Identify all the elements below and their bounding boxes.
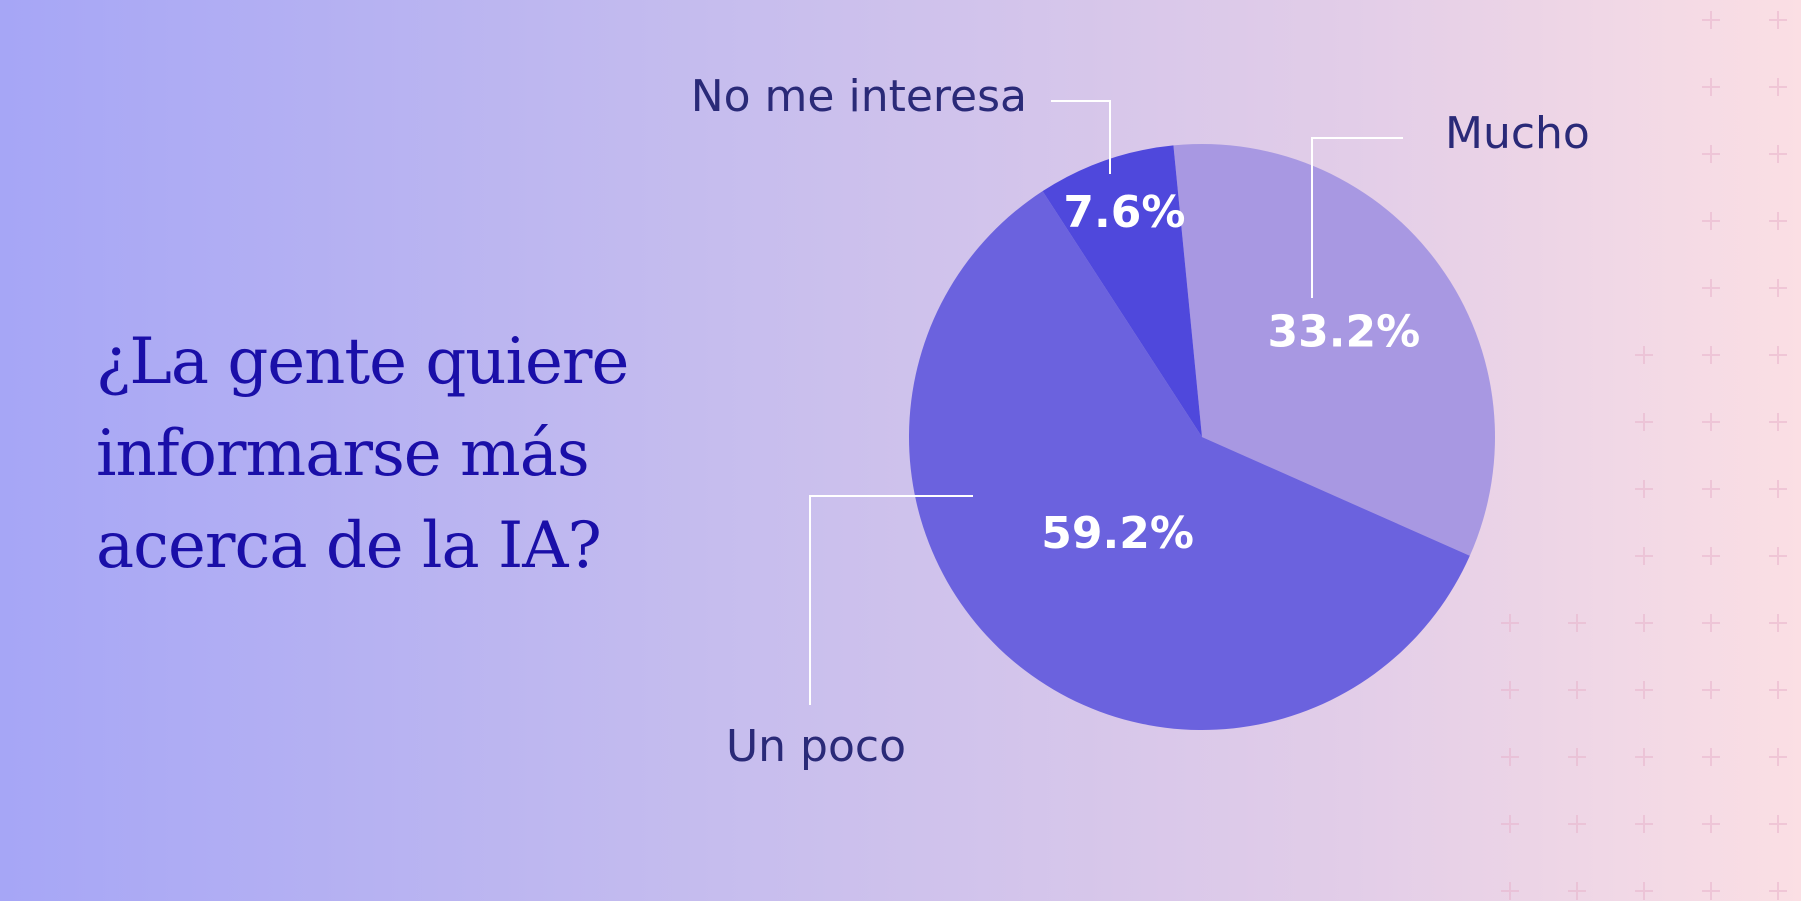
plus-pattern-icon <box>1769 279 1787 297</box>
plus-pattern-icon <box>1769 748 1787 766</box>
plus-pattern-icon <box>1769 547 1787 565</box>
plus-pattern-icon <box>1501 614 1519 632</box>
slice-value-label: 7.6% <box>1063 187 1185 238</box>
plus-pattern-icon <box>1635 882 1653 900</box>
plus-pattern-icon <box>1769 882 1787 900</box>
plus-pattern-icon <box>1635 614 1653 632</box>
plus-pattern-icon <box>1568 681 1586 699</box>
plus-pattern-icon <box>1635 413 1653 431</box>
title-line-3: acerca de la IA? <box>96 509 602 583</box>
plus-pattern-icon <box>1702 11 1720 29</box>
plus-pattern-icon <box>1635 748 1653 766</box>
slice-value-label: 33.2% <box>1268 307 1421 358</box>
title-line-2: informarse más <box>96 417 590 491</box>
slice-category-label: Mucho <box>1445 108 1590 159</box>
pie-slice <box>908 191 1470 730</box>
plus-pattern-icon <box>1702 279 1720 297</box>
plus-pattern-icon <box>1702 547 1720 565</box>
plus-pattern-icon <box>1501 681 1519 699</box>
plus-pattern-icon <box>1769 212 1787 230</box>
plus-pattern-icon <box>1568 882 1586 900</box>
plus-pattern-icon <box>1635 547 1653 565</box>
plus-pattern-icon <box>1702 480 1720 498</box>
leader-line <box>1051 100 1111 174</box>
plus-pattern-icon <box>1702 882 1720 900</box>
plus-pattern-icon <box>1702 413 1720 431</box>
plus-pattern-icon <box>1635 480 1653 498</box>
plus-pattern-icon <box>1769 413 1787 431</box>
plus-pattern-icon <box>1769 815 1787 833</box>
plus-pattern-icon <box>1769 11 1787 29</box>
plus-pattern-icon <box>1568 614 1586 632</box>
plus-pattern-icon <box>1702 681 1720 699</box>
plus-pattern-icon <box>1769 78 1787 96</box>
leader-line <box>809 495 973 705</box>
plus-pattern-icon <box>1702 78 1720 96</box>
plus-pattern-icon <box>1501 815 1519 833</box>
chart-title: ¿La gente quiere informarse más acerca d… <box>96 316 716 592</box>
slice-category-label: No me interesa <box>691 71 1027 122</box>
slice-category-label: Un poco <box>726 721 906 772</box>
pie-slice <box>1173 144 1495 556</box>
plus-pattern-icon <box>1501 748 1519 766</box>
plus-pattern-icon <box>1702 346 1720 364</box>
plus-pattern-icon <box>1702 815 1720 833</box>
leader-line <box>1311 137 1403 298</box>
plus-pattern-icon <box>1635 681 1653 699</box>
plus-pattern-icon <box>1769 346 1787 364</box>
plus-pattern-icon <box>1769 145 1787 163</box>
plus-pattern-icon <box>1702 145 1720 163</box>
plus-pattern-icon <box>1568 748 1586 766</box>
plus-pattern-icon <box>1568 815 1586 833</box>
title-line-1: ¿La gente quiere <box>96 325 629 399</box>
pie-slice <box>1042 145 1202 437</box>
plus-pattern-icon <box>1769 681 1787 699</box>
slice-value-label: 59.2% <box>1041 508 1194 559</box>
plus-pattern-icon <box>1702 748 1720 766</box>
plus-pattern-icon <box>1769 614 1787 632</box>
plus-pattern-icon <box>1769 480 1787 498</box>
plus-pattern-icon <box>1635 815 1653 833</box>
plus-pattern-icon <box>1635 346 1653 364</box>
plus-pattern-icon <box>1501 882 1519 900</box>
plus-pattern-icon <box>1702 212 1720 230</box>
plus-pattern-icon <box>1702 614 1720 632</box>
